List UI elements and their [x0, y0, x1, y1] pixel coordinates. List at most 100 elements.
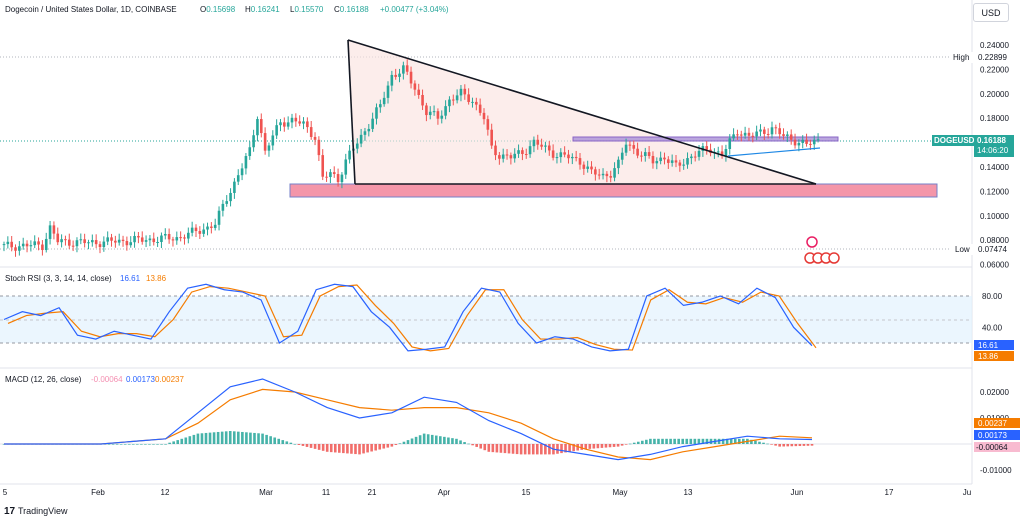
- candle-body[interactable]: [363, 131, 367, 135]
- candle-body[interactable]: [540, 144, 543, 147]
- candle-body[interactable]: [571, 156, 574, 159]
- tradingview-logo[interactable]: 17 TradingView: [4, 506, 68, 517]
- candle-body[interactable]: [759, 129, 762, 132]
- currency-button[interactable]: USD: [973, 3, 1009, 22]
- candle-body[interactable]: [482, 112, 486, 120]
- candle-body[interactable]: [117, 239, 121, 243]
- candle-body[interactable]: [636, 148, 639, 156]
- ascending-trendline[interactable]: [727, 147, 821, 157]
- candle-body[interactable]: [25, 243, 29, 247]
- candle-body[interactable]: [279, 122, 282, 126]
- candle-body[interactable]: [2, 244, 6, 246]
- candle-body[interactable]: [179, 237, 182, 239]
- candle-body[interactable]: [448, 99, 451, 107]
- candle-body[interactable]: [133, 235, 136, 243]
- candle-body[interactable]: [590, 166, 593, 170]
- candle-body[interactable]: [786, 134, 789, 136]
- candle-body[interactable]: [751, 135, 755, 137]
- candle-body[interactable]: [413, 83, 417, 90]
- candle-body[interactable]: [106, 237, 109, 242]
- candle-body[interactable]: [724, 148, 728, 157]
- candle-body[interactable]: [736, 134, 739, 136]
- candle-body[interactable]: [705, 146, 709, 150]
- candle-body[interactable]: [175, 237, 179, 241]
- candle-body[interactable]: [674, 160, 678, 163]
- support-zone[interactable]: [289, 183, 938, 198]
- stoch-axis[interactable]: 80.00 40.00: [982, 292, 1003, 332]
- candle-body[interactable]: [240, 168, 244, 176]
- candle-body[interactable]: [213, 224, 217, 228]
- candle-body[interactable]: [56, 233, 60, 243]
- candle-body[interactable]: [75, 240, 79, 247]
- candle-body[interactable]: [463, 88, 467, 95]
- candle-body[interactable]: [451, 99, 455, 101]
- candle-body[interactable]: [509, 155, 513, 159]
- candle-body[interactable]: [417, 89, 421, 95]
- candle-body[interactable]: [190, 227, 194, 233]
- candle-body[interactable]: [18, 246, 21, 251]
- candle-body[interactable]: [41, 244, 44, 251]
- candle-body[interactable]: [582, 164, 586, 169]
- candle-body[interactable]: [778, 128, 781, 135]
- candle-body[interactable]: [259, 119, 263, 134]
- candle-body[interactable]: [202, 229, 205, 234]
- candle-body[interactable]: [766, 133, 770, 135]
- candle-body[interactable]: [693, 156, 697, 158]
- candle-body[interactable]: [290, 117, 294, 123]
- candle-body[interactable]: [129, 242, 133, 246]
- candle-body[interactable]: [163, 234, 167, 236]
- candle-body[interactable]: [405, 65, 409, 72]
- candle-body[interactable]: [471, 101, 474, 103]
- candle-body[interactable]: [110, 237, 113, 241]
- candle-body[interactable]: [67, 239, 71, 246]
- candle-body[interactable]: [505, 154, 509, 156]
- candle-body[interactable]: [294, 117, 298, 122]
- candle-body[interactable]: [440, 115, 444, 119]
- candle-body[interactable]: [532, 139, 536, 147]
- candle-body[interactable]: [597, 174, 601, 176]
- candle-body[interactable]: [574, 156, 578, 159]
- candle-body[interactable]: [167, 234, 171, 240]
- candle-body[interactable]: [79, 239, 83, 241]
- candle-body[interactable]: [332, 172, 336, 175]
- candle-body[interactable]: [283, 122, 286, 127]
- candle-body[interactable]: [29, 245, 33, 247]
- candle-body[interactable]: [809, 143, 812, 145]
- candle-body[interactable]: [187, 232, 190, 239]
- candle-body[interactable]: [229, 192, 232, 202]
- candle-body[interactable]: [720, 151, 724, 157]
- candle-body[interactable]: [98, 244, 102, 248]
- candle-body[interactable]: [628, 144, 632, 146]
- candle-body[interactable]: [52, 225, 56, 234]
- candle-body[interactable]: [355, 143, 359, 149]
- candle-body[interactable]: [344, 159, 348, 175]
- candle-body[interactable]: [455, 95, 459, 101]
- candle-body[interactable]: [428, 111, 432, 116]
- candle-body[interactable]: [544, 145, 547, 147]
- candle-body[interactable]: [490, 129, 493, 146]
- candle-body[interactable]: [586, 166, 589, 169]
- candle-body[interactable]: [348, 150, 351, 160]
- candle-body[interactable]: [789, 134, 793, 140]
- candle-body[interactable]: [747, 132, 751, 136]
- candle-body[interactable]: [559, 152, 563, 158]
- candle-body[interactable]: [793, 139, 797, 146]
- candle-body[interactable]: [83, 239, 86, 244]
- candle-body[interactable]: [421, 94, 424, 106]
- candle-body[interactable]: [444, 106, 447, 116]
- candle-body[interactable]: [686, 158, 689, 165]
- candle-body[interactable]: [398, 73, 401, 77]
- candle-body[interactable]: [71, 245, 75, 247]
- triangle-upper-line[interactable]: [347, 39, 817, 185]
- candle-body[interactable]: [48, 225, 52, 239]
- candle-body[interactable]: [578, 158, 582, 165]
- candle-body[interactable]: [436, 111, 440, 119]
- candle-body[interactable]: [432, 111, 436, 113]
- candle-body[interactable]: [382, 97, 386, 105]
- candle-body[interactable]: [271, 135, 275, 146]
- candle-body[interactable]: [252, 135, 255, 148]
- candle-body[interactable]: [160, 235, 163, 242]
- candle-body[interactable]: [651, 155, 655, 164]
- candle-body[interactable]: [563, 152, 566, 155]
